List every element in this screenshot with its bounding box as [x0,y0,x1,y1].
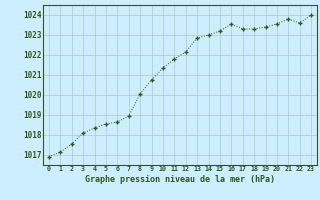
X-axis label: Graphe pression niveau de la mer (hPa): Graphe pression niveau de la mer (hPa) [85,175,275,184]
